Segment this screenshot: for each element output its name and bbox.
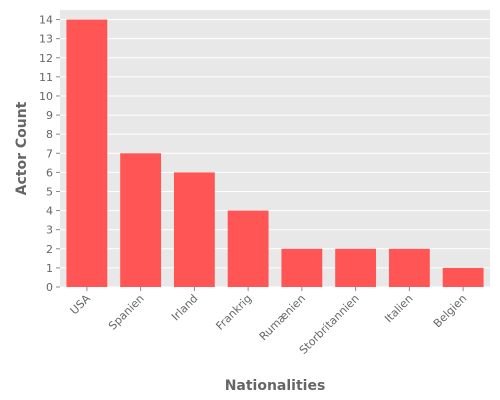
y-axis-title: Actor Count	[14, 101, 30, 195]
bar	[442, 267, 484, 287]
y-tick-label: 7	[46, 147, 53, 160]
y-tick-label: 5	[46, 185, 53, 198]
bar	[335, 248, 377, 287]
y-tick-label: 8	[46, 128, 53, 141]
y-tick-label: 12	[39, 52, 53, 65]
y-tick-label: 13	[39, 33, 53, 46]
y-tick-label: 4	[46, 205, 53, 218]
x-axis-ticks: USA Spanien Irland Frankrig RumænienStorbrit…	[68, 287, 469, 357]
bars	[66, 19, 484, 287]
bar	[173, 172, 215, 287]
y-tick-label: 0	[46, 281, 53, 294]
x-tick-label: USA	[68, 292, 94, 318]
x-tick-label: Irland	[169, 292, 200, 323]
x-tick-label: Belgien	[431, 292, 469, 330]
x-tick-label: Italien	[382, 292, 415, 325]
y-tick-label: 9	[46, 109, 53, 122]
y-tick-label: 11	[39, 71, 53, 84]
x-tick-label: Rumænien	[257, 292, 308, 343]
x-axis-title: Nationalities	[225, 378, 326, 394]
bar	[388, 248, 430, 287]
bar	[120, 153, 162, 287]
bar	[227, 210, 269, 287]
x-tick-label: Frankrig	[213, 292, 254, 333]
x-tick-label: Spanien	[106, 292, 147, 333]
y-tick-label: 6	[46, 166, 53, 179]
y-tick-label: 3	[46, 224, 53, 237]
y-tick-label: 14	[39, 14, 53, 27]
y-tick-label: 10	[39, 90, 53, 103]
y-tick-label: 2	[46, 243, 53, 256]
bar	[281, 248, 323, 287]
bar	[66, 19, 108, 287]
y-tick-label: 1	[46, 262, 53, 275]
